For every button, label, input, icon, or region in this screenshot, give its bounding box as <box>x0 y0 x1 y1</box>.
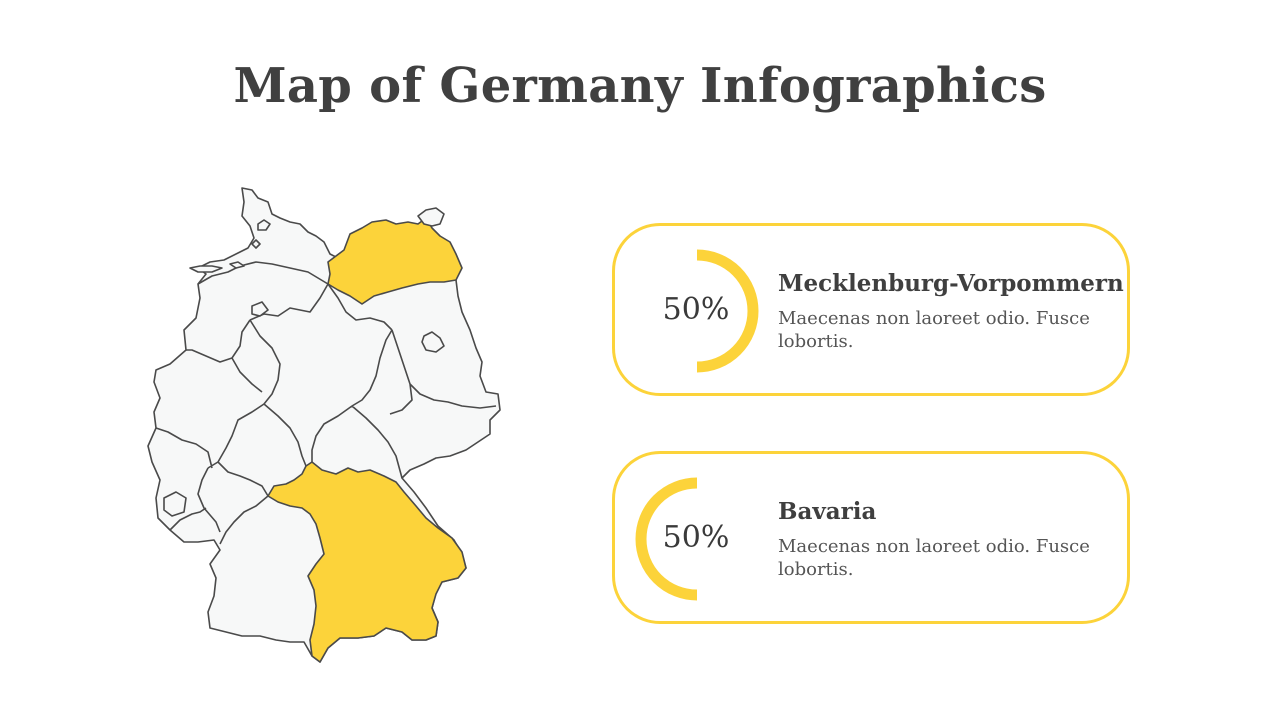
percent-label: 50% <box>662 520 730 555</box>
germany-map <box>140 180 520 670</box>
progress-ring <box>632 476 762 602</box>
progress-ring <box>632 248 762 374</box>
region-saarland <box>163 491 187 517</box>
info-card-bavaria: 50% Bavaria Maecenas non laoreet odio. F… <box>612 451 1130 624</box>
card-title: Bavaria <box>778 498 877 525</box>
card-description: Maecenas non laoreet odio. Fusce loborti… <box>778 536 1090 580</box>
north-sea-islands <box>189 261 245 273</box>
progress-arc <box>696 249 759 373</box>
baltic-islands <box>251 219 271 249</box>
card-description: Maecenas non laoreet odio. Fusce loborti… <box>778 308 1090 352</box>
region-mecklenburg-vorpommern <box>327 217 463 305</box>
state-borders <box>155 261 497 545</box>
page-title: Map of Germany Infographics <box>233 58 1047 114</box>
percent-label: 50% <box>662 292 730 327</box>
progress-arc <box>635 477 698 601</box>
ruegen-island <box>417 207 445 227</box>
card-title: Mecklenburg-Vorpommern <box>778 270 1124 297</box>
region-bavaria <box>267 461 467 663</box>
region-berlin <box>421 331 445 353</box>
info-card-mecklenburg: 50% Mecklenburg-Vorpommern Maecenas non … <box>612 223 1130 396</box>
region-bremen <box>251 301 269 317</box>
